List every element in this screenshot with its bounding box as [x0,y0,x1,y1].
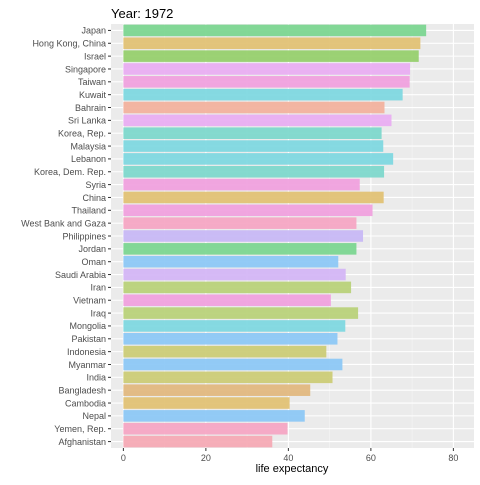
bar [123,422,288,435]
y-tick-label: Philippines [62,231,106,241]
bar [123,307,359,319]
bar [123,371,333,384]
bar [123,101,385,114]
y-tick-label: Iran [90,283,106,293]
bar [123,204,373,217]
bar [123,435,273,448]
x-axis: 0 20 40 60 80 [121,448,458,463]
bar [123,230,364,242]
y-tick-label: Thailand [71,206,106,216]
y-tick-label: Lebanon [71,154,106,164]
bar [123,114,392,127]
x-axis-label: life expectancy [256,463,329,475]
y-tick-label: Mongolia [69,321,106,331]
x-tick-label: 40 [283,453,293,463]
bar [123,165,385,178]
bar [123,191,384,204]
y-tick-label: China [82,193,106,203]
bar [123,76,410,88]
y-axis: Japan Hong Kong, China Israel Singapore Taiw… [21,26,111,447]
x-tick-label: 60 [366,453,376,463]
y-tick-label: Vietnam [73,296,106,306]
x-tick-label: 80 [448,453,458,463]
y-tick-label: Singapore [65,64,106,74]
bars-group [123,24,427,448]
bar [123,294,331,307]
bar [123,24,427,37]
bar [123,268,346,281]
y-tick-label: Hong Kong, China [32,39,106,49]
y-tick-label: West Bank and Gaza [21,218,106,228]
y-tick-label: Korea, Rep. [58,129,106,139]
bar [123,243,357,255]
y-tick-label: Saudi Arabia [55,270,106,280]
y-tick-label: Bahrain [75,103,106,113]
y-tick-label: Malaysia [70,141,106,151]
bar [123,320,346,332]
chart-title: Year: 1972 [111,6,173,21]
y-tick-label: Syria [85,180,106,190]
y-tick-label: Korea, Dem. Rep. [34,167,106,177]
y-tick-label: India [86,373,106,383]
bar [123,88,403,101]
y-tick-label: Japan [81,26,106,36]
bar [123,37,421,50]
y-tick-label: Oman [81,257,106,267]
bar [123,358,343,371]
bar [123,153,394,165]
x-tick-label: 0 [121,453,126,463]
y-tick-label: Iraq [90,308,106,318]
bar [123,50,419,62]
y-tick-label: Taiwan [78,77,106,87]
bar [123,140,384,152]
y-tick-label: Afghanistan [58,437,106,447]
y-tick-label: Israel [84,51,106,61]
y-tick-label: Myanmar [68,360,106,370]
bar [123,63,411,75]
y-tick-label: Bangladesh [58,385,106,395]
y-tick-label: Yemen, Rep. [54,424,106,434]
y-tick-label: Pakistan [71,334,106,344]
y-tick-label: Indonesia [67,347,106,357]
y-tick-label: Nepal [82,411,106,421]
y-tick-label: Jordan [78,244,106,254]
bar [123,178,360,191]
y-tick-label: Cambodia [65,398,106,408]
bar [123,410,305,422]
bar [123,345,327,358]
bar [123,384,311,396]
bar [123,255,339,268]
y-tick-label: Sri Lanka [68,116,106,126]
x-tick-label: 20 [201,453,211,463]
bar [123,127,382,139]
y-tick-label: Kuwait [79,90,107,100]
bar [123,217,357,229]
bar [123,333,338,345]
bar [123,397,290,409]
bar [123,281,352,294]
